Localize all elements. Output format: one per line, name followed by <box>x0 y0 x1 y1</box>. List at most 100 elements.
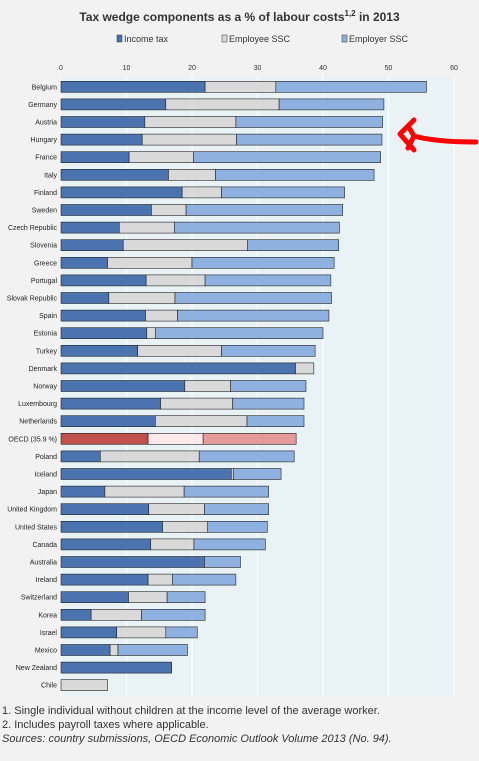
bar-segment <box>128 591 168 604</box>
x-tick-label: 40 <box>319 65 327 72</box>
bar-segment <box>60 344 138 357</box>
bars <box>60 81 427 692</box>
bar-segment <box>60 327 148 340</box>
bar-segment <box>60 520 163 533</box>
bar-segment <box>275 81 427 93</box>
bar-segment <box>147 432 204 445</box>
bar-segment <box>108 292 176 304</box>
footnote-2: 2. Includes payroll taxes where applicab… <box>2 719 209 731</box>
bar-segment <box>60 415 156 428</box>
bar-segment <box>144 116 237 128</box>
category-label: Denmark <box>29 366 58 373</box>
category-label: Belgium <box>32 84 57 91</box>
category-label: Czech Republic <box>8 225 58 232</box>
chart-canvas: Income tax Employee SSC Employer SSC 0 10… <box>7 34 479 696</box>
bar-segment <box>151 204 187 216</box>
category-label: Greece <box>34 260 57 267</box>
category-label: Finland <box>34 190 57 197</box>
bar-segment <box>295 362 315 375</box>
bar-segment <box>60 221 120 234</box>
x-tick-label: 30 <box>254 65 262 72</box>
bar-segment <box>122 239 248 251</box>
bar-segment <box>165 98 280 111</box>
bar-segment <box>185 204 343 216</box>
bar-segment <box>236 133 383 146</box>
bar-segment <box>232 468 282 480</box>
chart-title-superscript: 1,2 <box>344 9 356 18</box>
category-label: Austria <box>35 120 57 127</box>
legend: Income tax Employee SSC Employer SSC <box>116 34 409 44</box>
bar-segment <box>60 573 149 586</box>
category-label: Slovenia <box>30 243 57 250</box>
highlight-arrow-icon <box>397 117 479 153</box>
bar-segment <box>60 503 150 516</box>
legend-swatch-employee-ssc <box>221 34 228 43</box>
category-label: Luxembourg <box>18 401 57 408</box>
bar-segment <box>60 556 205 568</box>
bar-segment <box>181 186 222 199</box>
bar-segment <box>150 538 195 551</box>
bar-segment <box>174 292 332 304</box>
category-label: Switzerland <box>21 595 57 602</box>
footnote-1: 1. Single individual without children at… <box>2 705 380 717</box>
bar-segment <box>278 98 385 111</box>
bar-segment <box>60 133 143 146</box>
bar-segment <box>177 309 330 322</box>
category-label: New Zealand <box>16 665 57 672</box>
bar-segment <box>166 591 206 604</box>
bar-segment <box>174 221 340 234</box>
bar-segment <box>168 169 216 181</box>
bar-segment <box>198 450 295 463</box>
bar-segment <box>204 503 269 516</box>
bar-segment <box>191 256 335 269</box>
bar-segment <box>104 485 185 498</box>
bar-segment <box>160 397 233 410</box>
bar-segment <box>117 644 188 656</box>
bar-segment <box>145 274 206 287</box>
category-label: Iceland <box>34 472 57 479</box>
bar-segment <box>60 204 152 216</box>
category-label: Israel <box>40 630 58 637</box>
bar-segment <box>60 239 124 251</box>
bar-segment <box>193 538 266 551</box>
category-label: Mexico <box>35 648 57 655</box>
bar-segment <box>204 274 332 287</box>
bar-segment <box>60 98 167 111</box>
bar-segment <box>107 256 193 269</box>
category-label: Sweden <box>32 208 57 215</box>
category-label: Australia <box>30 560 57 567</box>
legend-label-employer-ssc: Employer SSC <box>349 34 409 44</box>
category-label: United States <box>15 524 58 531</box>
bar-segment <box>60 151 130 163</box>
bar-segment <box>155 415 248 428</box>
bar-segment <box>230 380 307 392</box>
bar-segment <box>60 362 296 375</box>
bar-segment <box>60 292 110 304</box>
bar-segment <box>60 679 108 692</box>
category-label: Spain <box>39 313 57 320</box>
bar-segment <box>215 169 375 181</box>
x-axis-ticks: 0 10 20 30 40 50 60 <box>59 65 458 72</box>
category-label: Italy <box>44 172 57 179</box>
bar-segment <box>232 397 305 410</box>
bar-segment <box>147 573 173 586</box>
bar-segment <box>172 573 237 586</box>
bar-segment <box>204 81 277 93</box>
category-label: Norway <box>33 384 57 391</box>
bar-segment <box>155 327 324 340</box>
category-label: Japan <box>38 489 57 496</box>
bar-segment <box>60 591 129 604</box>
bar-segment <box>193 151 381 163</box>
bar-segment <box>60 450 101 463</box>
bar-segment <box>60 661 172 674</box>
bar-segment <box>247 239 340 251</box>
bar-segment <box>184 380 231 392</box>
bar-segment <box>146 327 156 340</box>
category-labels: Belgium Germany Austria Hungary France Italy F… <box>7 84 58 689</box>
bar-segment <box>202 432 297 445</box>
bar-segment <box>90 608 142 621</box>
bar-segment <box>60 274 147 287</box>
bar-segment <box>60 309 146 322</box>
bar-segment <box>60 397 161 410</box>
category-label: Portugal <box>31 278 58 285</box>
